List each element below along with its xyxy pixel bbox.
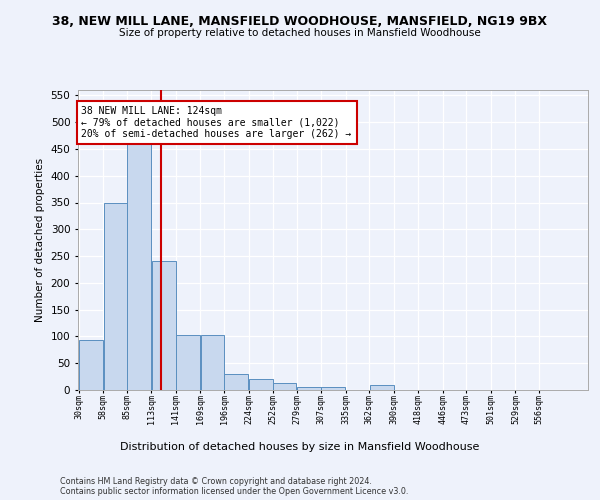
Bar bbox=[249, 380, 273, 390]
Y-axis label: Number of detached properties: Number of detached properties bbox=[35, 158, 45, 322]
Bar bbox=[152, 262, 176, 390]
Bar bbox=[224, 374, 248, 390]
Text: 38 NEW MILL LANE: 124sqm
← 79% of detached houses are smaller (1,022)
20% of sem: 38 NEW MILL LANE: 124sqm ← 79% of detach… bbox=[82, 106, 352, 140]
Text: 38, NEW MILL LANE, MANSFIELD WOODHOUSE, MANSFIELD, NG19 9BX: 38, NEW MILL LANE, MANSFIELD WOODHOUSE, … bbox=[53, 15, 548, 28]
Bar bbox=[127, 140, 151, 390]
Bar bbox=[200, 335, 224, 390]
Text: Size of property relative to detached houses in Mansfield Woodhouse: Size of property relative to detached ho… bbox=[119, 28, 481, 38]
Text: Contains HM Land Registry data © Crown copyright and database right 2024.: Contains HM Land Registry data © Crown c… bbox=[60, 478, 372, 486]
Text: Distribution of detached houses by size in Mansfield Woodhouse: Distribution of detached houses by size … bbox=[121, 442, 479, 452]
Bar bbox=[273, 383, 296, 390]
Bar bbox=[79, 340, 103, 390]
Bar bbox=[104, 202, 127, 390]
Text: Contains public sector information licensed under the Open Government Licence v3: Contains public sector information licen… bbox=[60, 488, 409, 496]
Bar bbox=[176, 335, 200, 390]
Bar bbox=[370, 384, 394, 390]
Bar bbox=[322, 388, 346, 390]
Bar bbox=[297, 388, 321, 390]
